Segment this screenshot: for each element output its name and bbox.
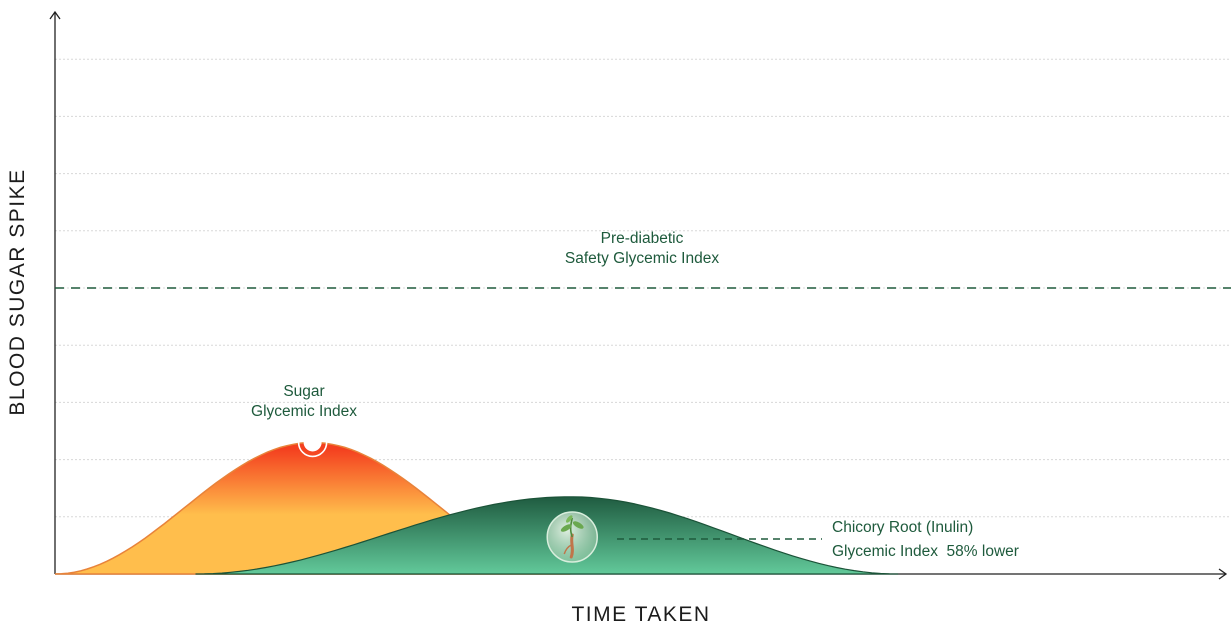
threshold-label-line1: Pre-diabetic bbox=[601, 230, 684, 247]
y-axis-title: BLOOD SUGAR SPIKE bbox=[6, 168, 29, 415]
sugar-peak-marker-icon bbox=[297, 427, 328, 458]
x-axis-title: TIME TAKEN bbox=[571, 603, 710, 626]
y-axis-arrow-icon bbox=[49, 10, 61, 20]
sugar-label-line2: Glycemic Index bbox=[251, 403, 357, 420]
chicory-label-line2: Glycemic Index 58% lower bbox=[832, 543, 1019, 560]
threshold-label-line2: Safety Glycemic Index bbox=[565, 250, 719, 267]
chicory-label-line1: Chicory Root (Inulin) bbox=[832, 519, 973, 536]
chicory-root-plant-icon bbox=[546, 511, 598, 563]
x-axis-arrow-icon bbox=[1218, 568, 1228, 580]
sugar-label-line1: Sugar bbox=[283, 383, 324, 400]
